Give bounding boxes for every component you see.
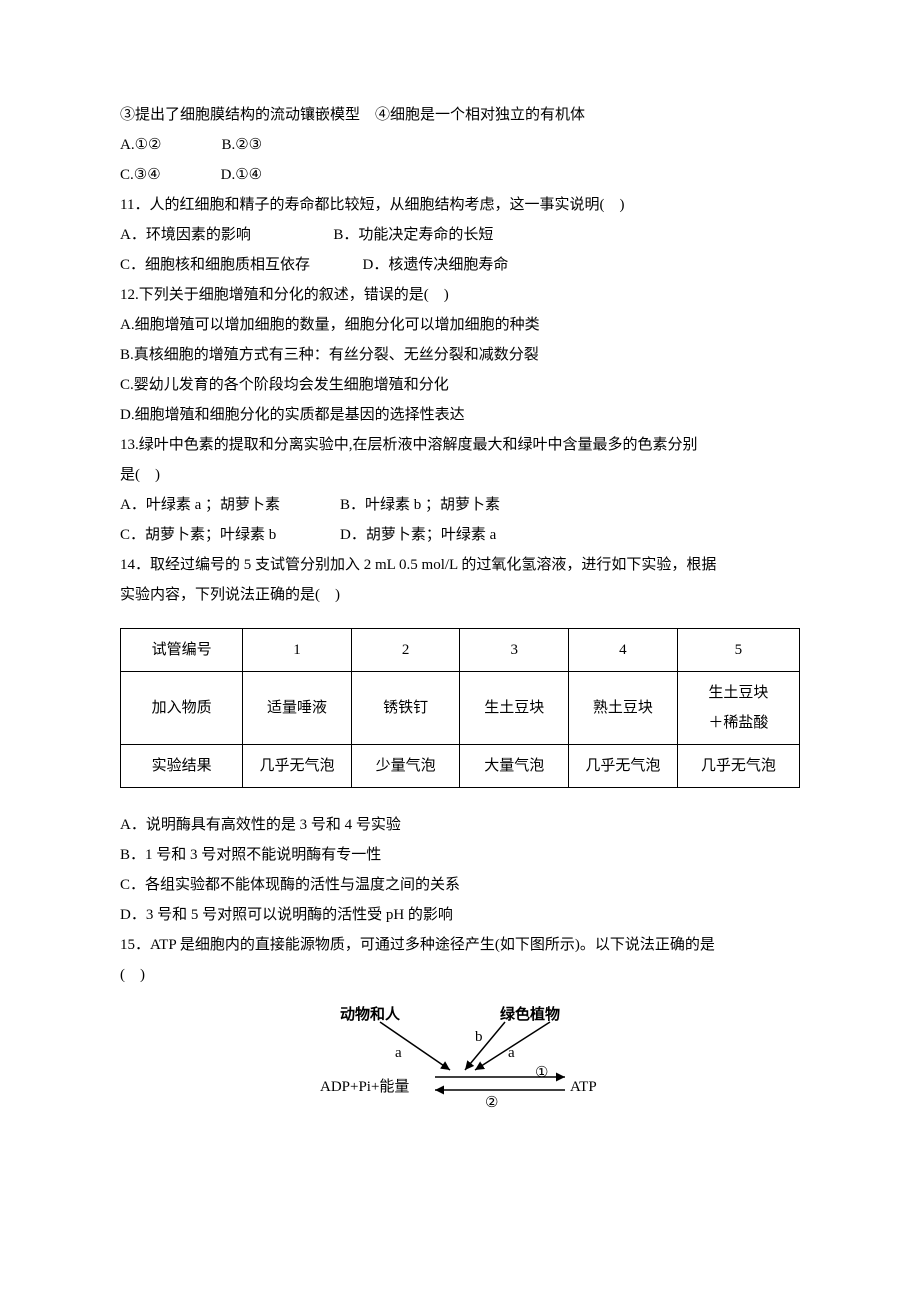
q14-stem-line1: 14．取经过编号的 5 支试管分别加入 2 mL 0.5 mol/L 的过氧化氢…: [120, 550, 800, 580]
q14-stem-line2: 实验内容，下列说法正确的是( ): [120, 580, 800, 610]
q14-option-a: A．说明酶具有高效性的是 3 号和 4 号实验: [120, 810, 800, 840]
q12-option-c: C.婴幼儿发育的各个阶段均会发生细胞增殖和分化: [120, 370, 800, 400]
q15-stem-line2: ( ): [120, 960, 800, 990]
table-header-cell: 试管编号: [121, 629, 243, 672]
q11-stem: 11．人的红细胞和精子的寿命都比较短，从细胞结构考虑，这一事实说明( ): [120, 190, 800, 220]
table-cell: 几乎无气泡: [677, 745, 799, 788]
q10-options-cd: C.③④ D.①④: [120, 160, 800, 190]
q14-option-d: D．3 号和 5 号对照可以说明酶的活性受 pH 的影响: [120, 900, 800, 930]
table-cell: 生土豆块: [460, 672, 569, 745]
table-cell: 熟土豆块: [569, 672, 678, 745]
table-cell: 实验结果: [121, 745, 243, 788]
q12-option-d: D.细胞增殖和细胞分化的实质都是基因的选择性表达: [120, 400, 800, 430]
q10-stem-line3: ③提出了细胞膜结构的流动镶嵌模型 ④细胞是一个相对独立的有机体: [120, 100, 800, 130]
q12-option-a: A.细胞增殖可以增加细胞的数量，细胞分化可以增加细胞的种类: [120, 310, 800, 340]
q14-option-b: B．1 号和 3 号对照不能说明酶有专一性: [120, 840, 800, 870]
atp-diagram: 动物和人 绿色植物 a b a ADP+Pi+能量 ATP ① ②: [300, 1000, 620, 1120]
table-header-cell: 4: [569, 629, 678, 672]
table-cell: 锈铁钉: [351, 672, 460, 745]
q13-stem-line1: 13.绿叶中色素的提取和分离实验中,在层析液中溶解度最大和绿叶中含量最多的色素分…: [120, 430, 800, 460]
table-header-cell: 2: [351, 629, 460, 672]
table-header-cell: 5: [677, 629, 799, 672]
q14-option-c: C．各组实验都不能体现酶的活性与温度之间的关系: [120, 870, 800, 900]
q12-option-b: B.真核细胞的增殖方式有三种：有丝分裂、无丝分裂和减数分裂: [120, 340, 800, 370]
diagram-arrows-icon: [300, 1000, 620, 1120]
table-cell: 适量唾液: [243, 672, 352, 745]
table-cell: 加入物质: [121, 672, 243, 745]
table-header-row: 试管编号 1 2 3 4 5: [121, 629, 800, 672]
q11-options-cd: C．细胞核和细胞质相互依存 D．核遗传决细胞寿命: [120, 250, 800, 280]
experiment-table: 试管编号 1 2 3 4 5 加入物质 适量唾液 锈铁钉 生土豆块 熟土豆块 生…: [120, 628, 800, 788]
table-header-cell: 3: [460, 629, 569, 672]
table-cell: 大量气泡: [460, 745, 569, 788]
table-header-cell: 1: [243, 629, 352, 672]
q13-options-ab: A．叶绿素 a ；胡萝卜素 B．叶绿素 b ；胡萝卜素: [120, 490, 800, 520]
table-cell: 几乎无气泡: [243, 745, 352, 788]
table-row: 实验结果 几乎无气泡 少量气泡 大量气泡 几乎无气泡 几乎无气泡: [121, 745, 800, 788]
q10-options-ab: A.①② B.②③: [120, 130, 800, 160]
q15-stem-line1: 15．ATP 是细胞内的直接能源物质，可通过多种途径产生(如下图所示)。以下说法…: [120, 930, 800, 960]
q13-stem-line2: 是( ): [120, 460, 800, 490]
table-cell: 少量气泡: [351, 745, 460, 788]
table-cell: 生土豆块 ＋稀盐酸: [677, 672, 799, 745]
q12-stem: 12.下列关于细胞增殖和分化的叙述，错误的是( ): [120, 280, 800, 310]
document-page: ③提出了细胞膜结构的流动镶嵌模型 ④细胞是一个相对独立的有机体 A.①② B.②…: [0, 0, 920, 1180]
q11-options-ab: A．环境因素的影响 B．功能决定寿命的长短: [120, 220, 800, 250]
table-row: 加入物质 适量唾液 锈铁钉 生土豆块 熟土豆块 生土豆块 ＋稀盐酸: [121, 672, 800, 745]
q13-options-cd: C．胡萝卜素；叶绿素 b D．胡萝卜素；叶绿素 a: [120, 520, 800, 550]
table-cell: 几乎无气泡: [569, 745, 678, 788]
